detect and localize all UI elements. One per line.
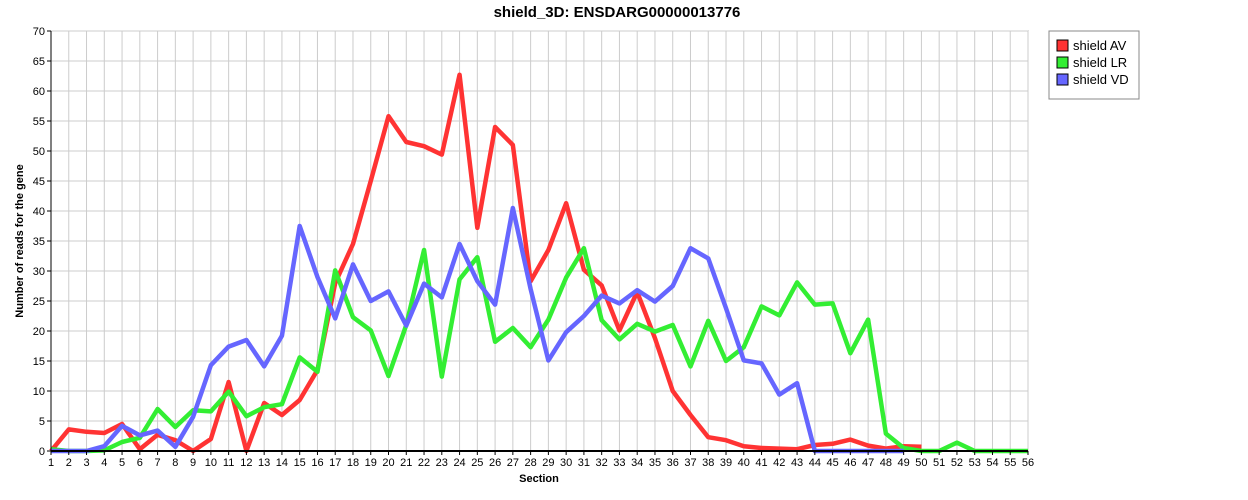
x-tick-label: 48 bbox=[880, 457, 892, 469]
x-tick-label: 20 bbox=[382, 457, 394, 469]
x-tick-label: 22 bbox=[418, 457, 430, 469]
chart-title: shield_3D: ENSDARG00000013776 bbox=[494, 4, 741, 21]
y-tick-label: 0 bbox=[39, 446, 45, 458]
x-tick-label: 39 bbox=[720, 457, 732, 469]
x-tick-label: 49 bbox=[898, 457, 910, 469]
x-tick-label: 56 bbox=[1022, 457, 1034, 469]
y-tick-label: 30 bbox=[33, 266, 45, 278]
x-tick-label: 27 bbox=[507, 457, 519, 469]
x-tick-label: 21 bbox=[400, 457, 412, 469]
x-tick-label: 53 bbox=[969, 457, 981, 469]
x-tick-label: 33 bbox=[613, 457, 625, 469]
series-line-shield-vd bbox=[51, 205, 904, 454]
x-tick-label: 25 bbox=[471, 457, 483, 469]
x-tick-label: 37 bbox=[684, 457, 696, 469]
x-tick-label: 28 bbox=[524, 457, 536, 469]
y-tick-label: 70 bbox=[33, 26, 45, 38]
x-tick-label: 17 bbox=[329, 457, 341, 469]
x-tick-label: 42 bbox=[773, 457, 785, 469]
x-tick-label: 52 bbox=[951, 457, 963, 469]
x-axis-label: Section bbox=[519, 473, 559, 485]
x-tick-label: 31 bbox=[578, 457, 590, 469]
legend-swatch bbox=[1056, 73, 1069, 86]
x-tick-label: 38 bbox=[702, 457, 714, 469]
legend-label: shield AV bbox=[1073, 38, 1127, 53]
x-tick-label: 15 bbox=[294, 457, 306, 469]
y-axis-label: Number of reads for the gene bbox=[14, 164, 26, 317]
x-tick-label: 51 bbox=[933, 457, 945, 469]
legend-swatch bbox=[1056, 56, 1069, 69]
x-tick-label: 9 bbox=[190, 457, 196, 469]
x-tick-label: 54 bbox=[986, 457, 998, 469]
y-tick-label: 10 bbox=[33, 386, 45, 398]
x-tick-label: 24 bbox=[453, 457, 465, 469]
x-tick-label: 41 bbox=[755, 457, 767, 469]
legend-swatch bbox=[1056, 39, 1069, 52]
x-tick-label: 26 bbox=[489, 457, 501, 469]
x-tick-label: 3 bbox=[83, 457, 89, 469]
x-tick-label: 32 bbox=[596, 457, 608, 469]
x-tick-label: 40 bbox=[738, 457, 750, 469]
legend-label: shield VD bbox=[1073, 72, 1129, 87]
x-tick-label: 16 bbox=[311, 457, 323, 469]
x-tick-label: 29 bbox=[542, 457, 554, 469]
x-tick-label: 4 bbox=[101, 457, 107, 469]
legend-label: shield LR bbox=[1073, 55, 1127, 70]
x-tick-label: 47 bbox=[862, 457, 874, 469]
y-tick-label: 60 bbox=[33, 86, 45, 98]
x-tick-label: 2 bbox=[66, 457, 72, 469]
y-tick-label: 25 bbox=[33, 296, 45, 308]
y-tick-label: 20 bbox=[33, 326, 45, 338]
x-tick-label: 7 bbox=[155, 457, 161, 469]
x-tick-label: 14 bbox=[276, 457, 288, 469]
y-tick-label: 45 bbox=[33, 176, 45, 188]
legend: shield AV shield LR shield VD bbox=[1048, 30, 1140, 100]
x-tick-label: 1 bbox=[48, 457, 54, 469]
x-tick-label: 10 bbox=[205, 457, 217, 469]
x-tick-label: 8 bbox=[172, 457, 178, 469]
x-tick-label: 18 bbox=[347, 457, 359, 469]
x-tick-label: 11 bbox=[223, 457, 234, 469]
x-tick-label: 36 bbox=[667, 457, 679, 469]
y-tick-label: 35 bbox=[33, 236, 45, 248]
x-tick-label: 19 bbox=[365, 457, 377, 469]
x-tick-label: 5 bbox=[119, 457, 125, 469]
series-line-shield-av bbox=[49, 72, 922, 454]
x-tick-label: 55 bbox=[1004, 457, 1016, 469]
x-tick-label: 13 bbox=[258, 457, 270, 469]
x-tick-label: 45 bbox=[826, 457, 838, 469]
y-tick-label: 50 bbox=[33, 146, 45, 158]
x-tick-label: 46 bbox=[844, 457, 856, 469]
y-tick-label: 5 bbox=[39, 416, 45, 428]
x-tick-label: 6 bbox=[137, 457, 143, 469]
x-tick-label: 35 bbox=[649, 457, 661, 469]
x-tick-label: 50 bbox=[915, 457, 927, 469]
x-tick-label: 23 bbox=[436, 457, 448, 469]
x-tick-label: 43 bbox=[791, 457, 803, 469]
y-tick-label: 65 bbox=[33, 56, 45, 68]
x-tick-label: 34 bbox=[631, 457, 643, 469]
x-tick-label: 12 bbox=[240, 457, 252, 469]
y-tick-label: 15 bbox=[33, 356, 45, 368]
y-tick-label: 55 bbox=[33, 116, 45, 128]
x-tick-label: 44 bbox=[809, 457, 821, 469]
x-tick-label: 30 bbox=[560, 457, 572, 469]
series-lines bbox=[49, 72, 1028, 454]
y-tick-label: 40 bbox=[33, 206, 45, 218]
